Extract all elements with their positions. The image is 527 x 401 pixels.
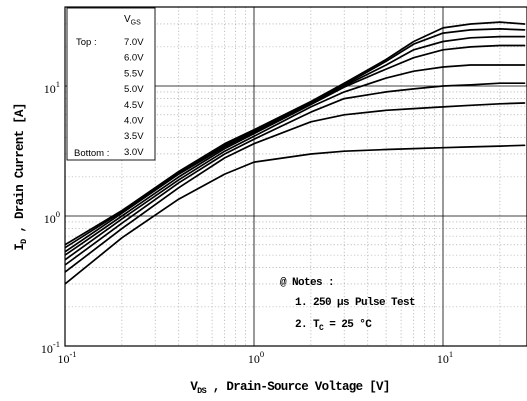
legend-entry: 7.0V bbox=[124, 37, 144, 48]
curve-vgs-5_5V bbox=[65, 35, 526, 253]
curve-vgs-7_0V bbox=[65, 21, 526, 246]
y-tick-label: 100 bbox=[44, 209, 60, 226]
y-tick-label: 101 bbox=[44, 79, 60, 96]
legend-entry: 6.0V bbox=[124, 53, 144, 64]
legend-entry: 4.0V bbox=[124, 116, 144, 127]
legend-entry: 5.5V bbox=[124, 68, 144, 79]
curve-vgs-4_5V bbox=[65, 64, 526, 261]
curve-vgs-5_0V bbox=[65, 44, 526, 256]
legend-entry: 3.5V bbox=[124, 131, 144, 142]
notes: @ Notes : 1. 250 µs Pulse Test 2. TC = 2… bbox=[280, 277, 416, 333]
legend-entry: 5.0V bbox=[124, 84, 144, 95]
plot-frame bbox=[64, 6, 527, 347]
legend-box bbox=[66, 7, 156, 161]
x-tick-label: 100 bbox=[248, 349, 264, 366]
x-axis-title: VDS , Drain-Source Voltage [V] bbox=[190, 380, 389, 396]
curve-group bbox=[65, 21, 526, 285]
y-axis-title: ID , Drain Current [A] bbox=[13, 103, 29, 250]
curve-vgs-3_0V bbox=[65, 144, 526, 285]
legend-entry: 4.5V bbox=[124, 100, 144, 111]
notes-item-temperature: 2. TC = 25 °C bbox=[295, 319, 372, 333]
legend-entries: 7.0V 6.0V 5.5V 5.0V 4.5V 4.0V 3.5V 3.0V bbox=[124, 37, 144, 158]
x-tick-label: 10-1 bbox=[57, 349, 76, 366]
legend: VGS Top : Bottom : 7.0V6.0V5.5V5.0V4.5V4… bbox=[66, 7, 156, 161]
curve-vgs-3_5V bbox=[65, 102, 526, 273]
x-tick-label: 101 bbox=[437, 349, 453, 366]
legend-entry: 3.0V bbox=[124, 147, 144, 158]
curve-vgs-4_0V bbox=[65, 82, 526, 266]
legend-top-label: Top : bbox=[76, 37, 97, 48]
legend-bottom-label: Bottom : bbox=[74, 148, 109, 159]
notes-title: @ Notes : bbox=[280, 277, 334, 289]
curve-vgs-6_0V bbox=[65, 28, 526, 249]
notes-item-pulse: 1. 250 µs Pulse Test bbox=[295, 297, 415, 309]
